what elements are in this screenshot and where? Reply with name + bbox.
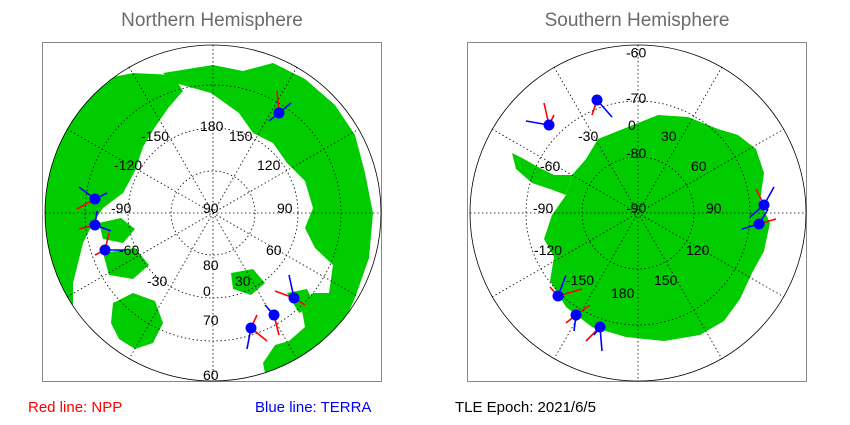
north-pass-3 — [78, 210, 112, 232]
blue-dot-icon — [99, 244, 111, 256]
north-map-canvas: 180 150 -150 120 -120 90 -90 60 -60 30 -… — [44, 44, 382, 383]
legend-npp: Red line: NPP — [28, 399, 123, 416]
north-landmass-greenland — [111, 293, 163, 349]
blue-dot-icon — [591, 94, 603, 106]
south-lon-120: 120 — [686, 242, 710, 258]
north-pass-7 — [245, 314, 268, 350]
south-pass-1 — [591, 94, 613, 118]
blue-dot-icon — [570, 309, 582, 321]
blue-dot-icon — [543, 119, 555, 131]
south-lon-90: 90 — [706, 200, 722, 216]
blue-dot-icon — [594, 321, 606, 333]
north-map-border — [44, 44, 382, 382]
north-lon-minus90: -90 — [111, 200, 131, 216]
south-pass-5 — [549, 274, 583, 302]
blue-dot-icon — [89, 219, 101, 231]
south-lon-0: 0 — [628, 117, 636, 133]
south-lon-minus60: -60 — [540, 158, 560, 174]
north-lon-120: 120 — [257, 157, 281, 173]
south-lon-minus150: -150 — [566, 272, 594, 288]
north-lat-60: 60 — [203, 367, 219, 383]
blue-dot-icon — [89, 193, 101, 205]
south-hemisphere-map: -60 -70 -80 -90 0 -30 30 -60 60 -90 90 -… — [467, 42, 807, 382]
south-lon-30: 30 — [661, 128, 677, 144]
north-hemisphere-map: 180 150 -150 120 -120 90 -90 60 -60 30 -… — [42, 42, 382, 383]
south-pass-2 — [525, 102, 555, 131]
blue-dot-icon — [245, 322, 257, 334]
north-lon-60: 60 — [266, 242, 282, 258]
north-land-layer — [45, 63, 373, 381]
north-pass-1 — [268, 90, 292, 122]
north-lon-180: 180 — [200, 118, 224, 134]
south-map-canvas: -60 -70 -80 -90 0 -30 30 -60 60 -90 90 -… — [469, 44, 807, 382]
south-landmass-antarctica — [544, 115, 770, 341]
north-hemisphere-title: Northern Hemisphere — [121, 10, 303, 31]
north-lon-0: 0 — [203, 283, 211, 299]
blue-dot-icon — [288, 292, 300, 304]
north-island-2 — [103, 248, 149, 279]
south-satellite-markers — [525, 94, 777, 352]
south-land-layer — [512, 115, 770, 341]
north-lon-90: 90 — [277, 200, 293, 216]
north-landmass-eurasia — [163, 63, 373, 381]
north-lat-70: 70 — [203, 312, 219, 328]
blue-dot-icon — [758, 199, 770, 211]
south-lon-180: 180 — [611, 285, 635, 301]
north-lon-minus30: -30 — [147, 273, 167, 289]
blue-dot-icon — [753, 218, 765, 230]
south-lon-minus120: -120 — [534, 242, 562, 258]
south-lon-minus90: -90 — [533, 200, 553, 216]
north-pass-5 — [274, 274, 306, 306]
north-island-3 — [231, 269, 265, 295]
north-pass-6 — [264, 304, 280, 336]
south-map-border — [469, 44, 807, 382]
tle-epoch: TLE Epoch: 2021/6/5 — [455, 399, 596, 416]
south-lat-minus70: -70 — [626, 90, 646, 106]
south-pass-3 — [749, 186, 775, 218]
south-pass-4 — [741, 208, 777, 230]
south-lat-minus60: -60 — [626, 44, 646, 60]
south-lat-minus80: -80 — [626, 145, 646, 161]
north-lon-minus120: -120 — [114, 157, 142, 173]
south-lon-60: 60 — [691, 158, 707, 174]
south-hemisphere-title: Southern Hemisphere — [544, 10, 730, 31]
north-lon-minus60: -60 — [119, 242, 139, 258]
north-pass-4 — [94, 232, 125, 256]
blue-dot-icon — [552, 290, 564, 302]
blue-dot-icon — [273, 107, 285, 119]
north-lon-30: 30 — [235, 273, 251, 289]
north-satellite-markers — [76, 90, 306, 350]
north-lat-90: 90 — [203, 200, 219, 216]
north-lon-minus150: -150 — [141, 128, 169, 144]
south-landmass-peninsula — [512, 153, 572, 195]
south-lon-minus30: -30 — [578, 128, 598, 144]
north-landmass-america — [45, 73, 183, 381]
north-lon-150: 150 — [229, 128, 253, 144]
south-pass-7 — [585, 321, 606, 352]
legend-terra: Blue line: TERRA — [255, 399, 372, 416]
blue-dot-icon — [268, 309, 280, 321]
north-pass-2 — [76, 186, 108, 210]
north-lat-80: 80 — [203, 257, 219, 273]
south-lon-150: 150 — [654, 272, 678, 288]
south-pass-6 — [565, 304, 591, 332]
south-lat-minus90: -90 — [626, 200, 646, 216]
north-graticule — [45, 45, 381, 381]
